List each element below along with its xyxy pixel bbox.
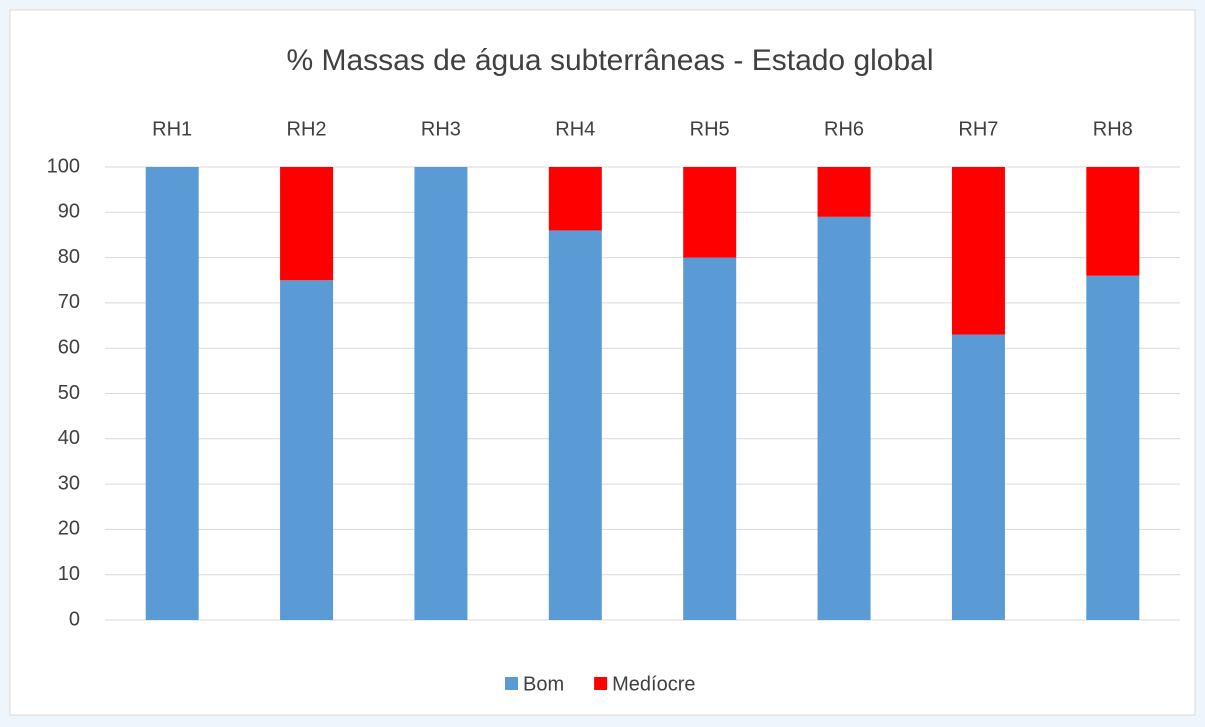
- x-tick-label: RH5: [690, 118, 730, 140]
- bar-segment: [817, 167, 871, 217]
- y-tick-label: 20: [58, 518, 80, 540]
- x-tick-label: RH6: [824, 118, 864, 140]
- y-tick-label: 70: [58, 291, 80, 313]
- y-tick-label: 30: [58, 472, 80, 494]
- y-tick-label: 40: [58, 427, 80, 449]
- bar-segment: [280, 167, 334, 281]
- bar-segment: [414, 167, 468, 620]
- bar-segment: [683, 257, 737, 620]
- bar-segment: [1086, 167, 1140, 276]
- legend-label: Bom: [523, 673, 564, 695]
- y-tick-label: 60: [58, 336, 80, 358]
- y-tick-label: 50: [58, 382, 80, 404]
- y-tick-label: 80: [58, 246, 80, 268]
- y-tick-label: 10: [58, 563, 80, 585]
- bar-segment: [951, 167, 1005, 335]
- bar-segment: [1086, 275, 1140, 620]
- bar-segment: [145, 167, 199, 620]
- legend-label: Medíocre: [612, 673, 695, 695]
- x-tick-label: RH7: [958, 118, 998, 140]
- x-tick-label: RH4: [555, 118, 595, 140]
- y-tick-label: 0: [69, 608, 80, 630]
- y-tick-label: 100: [47, 155, 80, 177]
- x-tick-label: RH1: [152, 118, 192, 140]
- bar-segment: [683, 167, 737, 258]
- legend-swatch: [505, 677, 518, 690]
- y-tick-label: 90: [58, 201, 80, 223]
- x-tick-label: RH3: [421, 118, 461, 140]
- bar-segment: [951, 334, 1005, 620]
- x-tick-label: RH8: [1093, 118, 1133, 140]
- chart-title: % Massas de água subterrâneas - Estado g…: [286, 44, 933, 77]
- legend-swatch: [594, 677, 608, 690]
- x-tick-label: RH2: [287, 118, 327, 140]
- bar-segment: [548, 167, 602, 231]
- bar-segment: [280, 280, 334, 620]
- bar-segment: [817, 216, 871, 620]
- bar-segment: [548, 230, 602, 621]
